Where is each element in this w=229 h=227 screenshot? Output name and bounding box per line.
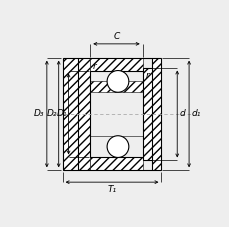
Text: T₁: T₁ bbox=[107, 185, 116, 194]
Bar bbox=[90, 81, 142, 92]
Text: D₂: D₂ bbox=[47, 109, 57, 118]
Bar bbox=[151, 58, 161, 170]
Text: D₃: D₃ bbox=[33, 109, 44, 118]
Bar bbox=[78, 58, 90, 170]
Text: r: r bbox=[145, 71, 149, 79]
Text: r: r bbox=[92, 62, 96, 71]
Circle shape bbox=[107, 71, 128, 92]
Bar bbox=[62, 58, 78, 170]
Bar bbox=[90, 58, 142, 71]
Text: d: d bbox=[178, 109, 184, 118]
Circle shape bbox=[107, 136, 128, 158]
Bar bbox=[142, 68, 151, 160]
Text: d₁: d₁ bbox=[191, 109, 201, 118]
Text: D₁: D₁ bbox=[57, 109, 67, 118]
Bar bbox=[90, 158, 142, 170]
Text: C: C bbox=[113, 32, 119, 41]
